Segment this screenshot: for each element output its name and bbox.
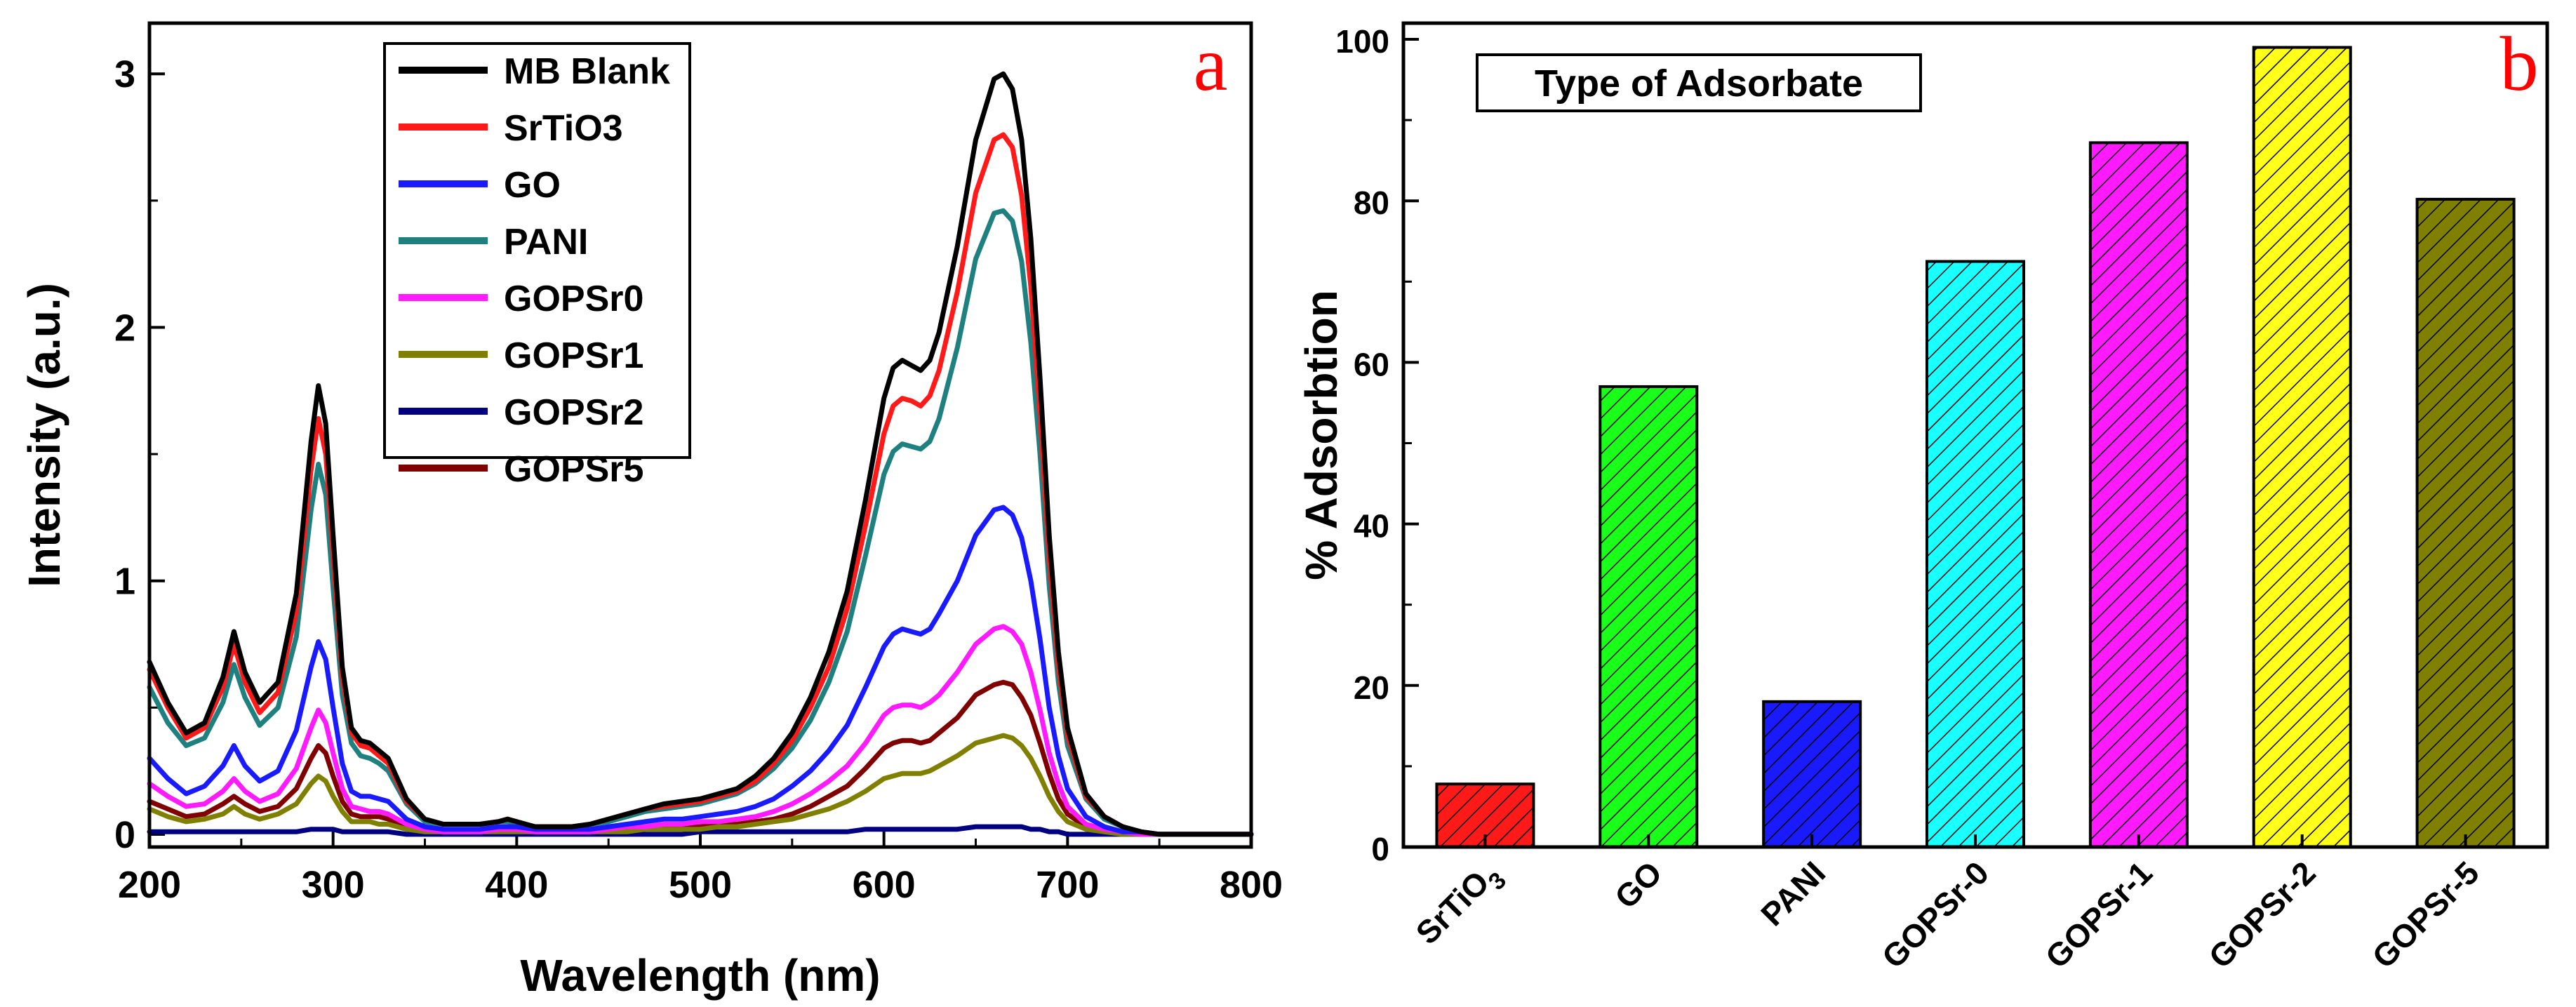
bar-gopsr-1: [2088, 141, 2189, 848]
category-label: PANI: [1754, 854, 1832, 933]
legend-label: SrTiO3: [504, 108, 623, 149]
panel-a-tick-labels: 200 300 400 500 600 700 800 0 1 2 3: [114, 53, 1283, 906]
series-line-pani: [147, 208, 1254, 837]
panel-b-bar-chart: 0 20 40 60 80 100 SrTiO3 GO PANI GOPSr-0 GOPSr-1 G…: [1296, 21, 2549, 975]
legend-label: GOPSr5: [504, 449, 643, 490]
panel-a-series-lines: [147, 71, 1254, 837]
y-tick-label: 60: [1354, 346, 1389, 382]
series-line-gopsr2: [147, 824, 1254, 837]
y-tick-label: 40: [1354, 508, 1389, 545]
category-label: GO: [1608, 854, 1669, 915]
panel-a-label: a: [1194, 21, 1228, 107]
category-label-text: GOPSr-2: [2201, 854, 2322, 975]
series-line-gopsr1: [147, 733, 1254, 837]
y-tick-label: 2: [114, 307, 135, 349]
category-label-text: GO: [1608, 854, 1669, 915]
category-label: GOPSr-5: [2365, 854, 2485, 975]
panel-a-line-chart: 200 300 400 500 600 700 800 0 1 2 3 Wavelength (nm…: [19, 21, 1283, 1001]
y-tick-label: 0: [1371, 831, 1389, 867]
category-label-text: PANI: [1754, 854, 1832, 933]
panel-b-frame: [1401, 21, 2549, 849]
panel-a-xlabel: Wavelength (nm): [520, 950, 880, 1001]
legend-label: GOPSr0: [504, 279, 643, 319]
bar-pani: [1762, 700, 1862, 849]
legend-box: [383, 42, 691, 459]
x-tick-label: 800: [1220, 864, 1283, 906]
category-label: GOPSr-0: [1875, 854, 1996, 975]
category-label: GOPSr-2: [2201, 854, 2322, 975]
series-line-go: [147, 505, 1254, 837]
panel-b-tick-labels: 0 20 40 60 80 100: [1335, 23, 1389, 867]
y-tick-label: 0: [114, 814, 135, 856]
bar-gopsr-0: [1926, 260, 2025, 848]
x-tick-label: 300: [302, 864, 365, 906]
category-label-text: GOPSr-5: [2365, 854, 2485, 975]
legend-label: GO: [504, 165, 561, 206]
x-tick-label: 700: [1036, 864, 1099, 906]
category-label-text: GOPSr-0: [1875, 854, 1996, 975]
panel-b-title-box: [1476, 53, 1922, 112]
bar-go: [1599, 385, 1699, 848]
y-tick-label: 20: [1354, 669, 1389, 706]
panel-a-frame: [147, 21, 1253, 849]
panel-b-category-labels: SrTiO3 GO PANI GOPSr-0 GOPSr-1 GOPSr-2 GOPSr-5: [1408, 854, 2485, 975]
legend-label: PANI: [504, 222, 588, 262]
bar-gopsr-2: [2252, 46, 2352, 848]
y-tick-label: 3: [114, 53, 135, 95]
legend-label: MB Blank: [504, 51, 670, 92]
panel-b-title: Type of Adsorbate: [1535, 62, 1863, 105]
x-tick-label: 200: [118, 864, 181, 906]
panel-b-label: b: [2500, 21, 2539, 107]
legend-label: GOPSr1: [504, 335, 643, 376]
series-line-gopsr0: [147, 624, 1254, 837]
legend-label: GOPSr2: [504, 392, 643, 433]
y-tick-label: 1: [114, 561, 135, 603]
category-label-text: GOPSr-1: [2038, 854, 2159, 975]
series-line-mb-blank: [147, 71, 1254, 837]
panel-b-ylabel: % Adsorbtion: [1296, 290, 1347, 580]
category-label: GOPSr-1: [2038, 854, 2159, 975]
category-label: SrTiO3: [1408, 854, 1511, 957]
panel-a-ylabel: Intensity (a.u.): [19, 283, 69, 587]
series-line-gopsr5: [147, 679, 1254, 837]
x-tick-label: 500: [669, 864, 732, 906]
y-tick-label: 100: [1335, 23, 1389, 60]
x-tick-label: 400: [485, 864, 548, 906]
bar-gopsr-5: [2415, 197, 2516, 849]
y-tick-label: 80: [1354, 185, 1389, 221]
panel-a-legend: MB Blank SrTiO3 GO PANI GOPSr0 GOPSr1 GOPSr2 GO…: [383, 42, 691, 490]
x-tick-label: 600: [853, 864, 916, 906]
panel-b-bars: [1435, 46, 2516, 849]
